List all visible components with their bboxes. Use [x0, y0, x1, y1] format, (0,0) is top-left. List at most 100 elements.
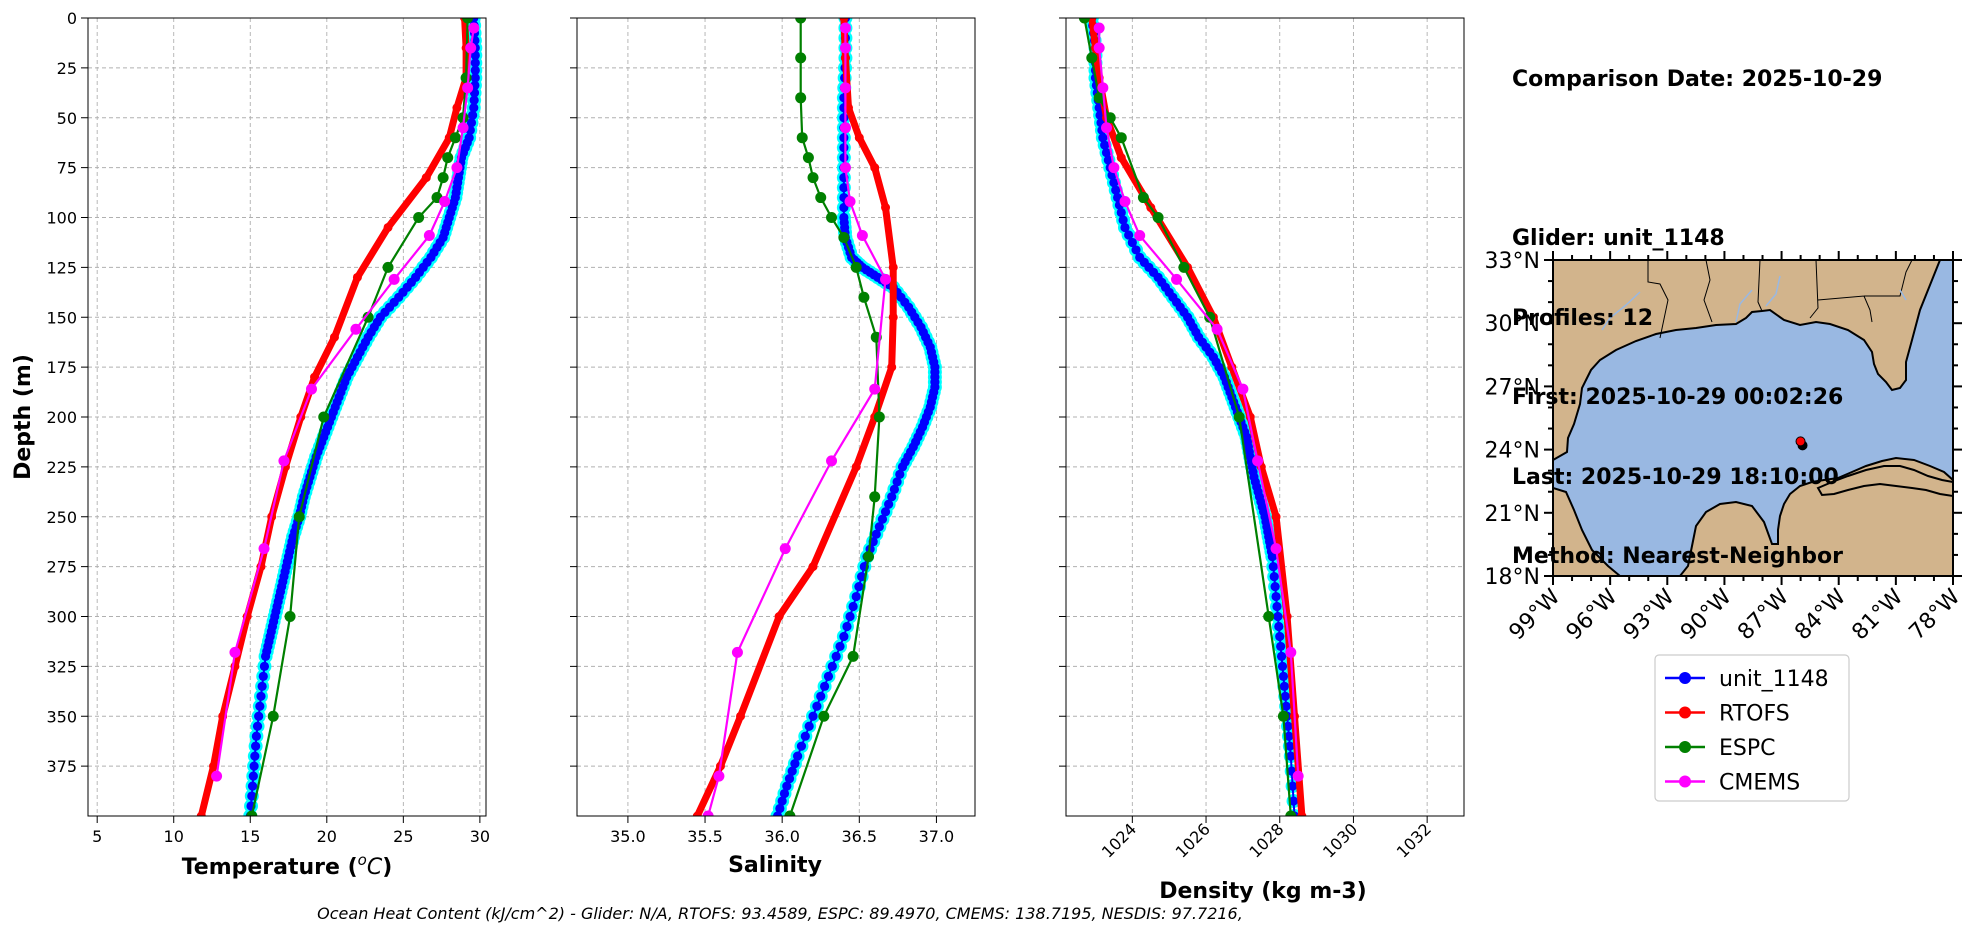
glider-point	[874, 522, 884, 532]
legend-item-espc: ESPC	[1665, 736, 1776, 761]
glider-point	[1278, 671, 1289, 681]
espc-point	[457, 112, 469, 124]
cmems-point	[229, 646, 241, 658]
comparison-date: Comparison Date: 2025-10-29	[1512, 67, 1883, 92]
cmems-point	[1108, 162, 1120, 174]
glider-point	[839, 133, 849, 143]
glider-point	[1280, 691, 1290, 701]
glider-point	[1285, 741, 1295, 751]
y-tick-label: 225	[46, 458, 77, 477]
glider-point	[470, 73, 480, 83]
glider-point	[845, 611, 855, 622]
espc-point	[1086, 52, 1098, 64]
model-position-dot	[1795, 436, 1806, 447]
glider-point	[1267, 552, 1277, 562]
y-tick-label: 75	[57, 159, 77, 178]
glider-point	[842, 621, 852, 632]
x-tick-label: 1026	[1172, 819, 1214, 861]
cmems-point	[1211, 323, 1223, 335]
series-cmems	[1093, 22, 1304, 782]
x-tick-label: 30	[470, 827, 490, 846]
cmems-point	[839, 22, 851, 34]
espc-point	[267, 710, 279, 722]
cmems-point	[856, 229, 868, 241]
lon-label: 78°W	[1905, 584, 1966, 645]
rtofs-point	[452, 103, 462, 113]
y-tick-label: 375	[46, 757, 77, 776]
glider-point	[1281, 701, 1291, 711]
cmems-point	[702, 810, 714, 816]
legend-box	[1654, 654, 1850, 802]
rtofs-point	[310, 372, 320, 382]
glider-point	[468, 110, 478, 120]
espc-point	[795, 52, 807, 64]
x-tick-label: 35.5	[687, 827, 723, 846]
cmems-line	[215, 27, 475, 777]
cmems-point	[779, 543, 791, 555]
glider-point	[1120, 222, 1130, 233]
glider-point	[808, 711, 818, 721]
glider-point	[469, 103, 479, 113]
glider-point	[1279, 681, 1289, 691]
x-tick-label: 10	[164, 827, 184, 846]
cmems-point	[258, 543, 270, 555]
glider-point	[470, 65, 480, 75]
glider-point	[1270, 581, 1280, 592]
espc-point	[850, 261, 862, 273]
y-tick-label: 250	[46, 508, 77, 527]
legend-marker	[1679, 775, 1691, 788]
glider-point	[884, 499, 894, 509]
salinity-series	[692, 18, 942, 816]
legend-label: unit_1148	[1719, 667, 1829, 692]
cmems-point	[1101, 122, 1113, 134]
info-spacer	[1512, 147, 1882, 174]
glider-point	[777, 796, 787, 806]
espc-point	[246, 810, 258, 816]
espc-point	[1093, 92, 1105, 104]
glider-point	[1273, 611, 1283, 622]
state-borders	[1647, 260, 1913, 339]
glider-point	[247, 781, 258, 791]
glider-point	[835, 641, 845, 652]
glider-position-marker	[1795, 436, 1808, 451]
glider-point	[877, 514, 888, 524]
ocean-heat-content-caption: Ocean Heat Content (kJ/cm^2) - Glider: N…	[317, 904, 1243, 923]
rtofs-point	[881, 203, 891, 213]
cmems-point	[457, 122, 469, 134]
glider-point	[252, 721, 263, 731]
cmems-point	[305, 383, 317, 395]
x-tick-label: 1024	[1098, 819, 1140, 861]
x-tick-label: 37.0	[919, 827, 955, 846]
glider-point	[779, 788, 790, 799]
cmems-point	[1270, 543, 1282, 555]
cmems-point	[839, 162, 851, 174]
rtofs-line	[694, 18, 897, 816]
series-espc	[1078, 18, 1297, 816]
espc-point	[442, 152, 454, 164]
glider-point	[831, 651, 841, 662]
glider-point	[254, 711, 264, 721]
gulf-water	[1553, 260, 1953, 576]
lat-label: 33°N	[1485, 249, 1540, 274]
glider-point	[851, 591, 861, 602]
cmems-point	[869, 383, 881, 395]
glider-point	[1276, 651, 1287, 662]
cmems-point	[1285, 646, 1297, 658]
glider-point	[260, 651, 271, 662]
temperature-series	[196, 18, 483, 816]
rtofs-point	[887, 362, 897, 372]
espc-point	[460, 72, 472, 84]
y-tick-label: 100	[46, 209, 77, 228]
cmems-point	[468, 22, 480, 34]
glider-point	[839, 113, 849, 123]
glider-point	[823, 671, 834, 681]
legend-item-cmems: CMEMS	[1665, 771, 1800, 796]
temperature-panel: 0 25 50 75 100 125 150 175 200 225 250 275 300 325 350…	[11, 9, 490, 880]
series-cmems	[702, 22, 892, 816]
espc-point	[784, 810, 796, 816]
series-espc	[784, 18, 885, 816]
glider-point	[470, 50, 480, 61]
cmems-point	[1292, 770, 1304, 782]
glider-point	[889, 484, 899, 494]
glider-point	[1111, 185, 1121, 195]
